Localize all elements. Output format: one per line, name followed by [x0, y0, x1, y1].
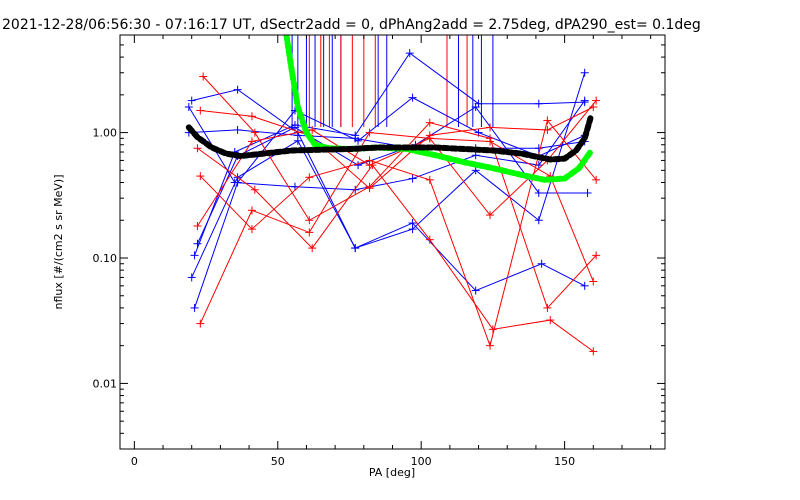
data-point — [534, 216, 543, 225]
data-point — [488, 325, 497, 334]
data-point — [351, 244, 360, 253]
data-point — [354, 161, 363, 170]
y-axis-label: nflux [#/(cm2 s sr MeV)] — [52, 175, 65, 310]
data-point — [425, 118, 434, 127]
data-point — [247, 137, 256, 146]
data-point — [543, 116, 552, 125]
data-point — [351, 185, 360, 194]
data-point — [196, 106, 205, 115]
data-point — [471, 286, 480, 295]
data-point — [190, 251, 199, 260]
data-point — [250, 185, 259, 194]
data-point — [534, 188, 543, 197]
data-point — [233, 85, 242, 94]
series-line-6 — [188, 129, 585, 149]
data-point — [589, 347, 598, 356]
data-point — [543, 125, 552, 134]
data-point — [425, 131, 434, 140]
data-point — [184, 102, 193, 111]
data-point — [365, 161, 374, 170]
series-line-4 — [194, 52, 585, 256]
data-point — [290, 123, 299, 132]
data-point — [233, 178, 242, 187]
x-axis-label: PA [deg] — [369, 466, 415, 479]
x-tick-label: 50 — [271, 455, 285, 468]
data-point — [290, 182, 299, 191]
data-point — [592, 96, 601, 105]
y-tick-label: 0.10 — [93, 252, 118, 265]
data-point — [583, 188, 592, 197]
data-point — [190, 303, 199, 312]
series-line-7 — [202, 76, 597, 309]
data-point — [196, 172, 205, 181]
data-point — [305, 228, 314, 237]
x-tick-label: 150 — [554, 455, 575, 468]
data-point — [580, 281, 589, 290]
y-tick-label: 1.00 — [93, 127, 118, 140]
data-point — [534, 99, 543, 108]
series-line-12 — [200, 106, 594, 189]
series-line-9 — [199, 100, 597, 324]
data-point — [486, 341, 495, 350]
data-point — [486, 123, 495, 132]
data-point — [486, 211, 495, 220]
data-point — [233, 125, 242, 134]
data-point — [199, 72, 208, 81]
data-point — [405, 49, 414, 58]
data-point — [193, 239, 202, 248]
chart-title: 2021-12-28/06:56:30 - 07:16:17 UT, dSect… — [2, 17, 701, 33]
series-line-11 — [197, 129, 594, 282]
data-point — [537, 259, 546, 268]
data-point — [305, 216, 314, 225]
data-point — [250, 128, 259, 137]
data-point — [471, 166, 480, 175]
data-point — [193, 144, 202, 153]
data-point — [247, 225, 256, 234]
data-point — [365, 128, 374, 137]
data-point — [408, 174, 417, 183]
data-point — [534, 144, 543, 153]
series-line-0 — [191, 89, 585, 292]
data-point — [196, 319, 205, 328]
data-point — [308, 125, 317, 134]
data-point — [247, 112, 256, 121]
data-point — [425, 235, 434, 244]
data-point — [351, 134, 360, 143]
data-point — [486, 137, 495, 146]
data-point — [543, 303, 552, 312]
data-point — [546, 316, 555, 325]
data-point — [589, 102, 598, 111]
data-point — [580, 98, 589, 107]
x-tick-label: 0 — [131, 455, 138, 468]
fit-curve-14 — [185, 115, 594, 163]
data-point — [187, 273, 196, 282]
data-point — [580, 68, 589, 77]
y-tick-label: 0.01 — [93, 377, 118, 390]
data-point — [247, 206, 256, 215]
data-point — [193, 221, 202, 230]
data-point — [425, 175, 434, 184]
data-point — [408, 93, 417, 102]
plot-frame — [119, 34, 666, 450]
data-point — [365, 184, 374, 193]
data-point — [308, 244, 317, 253]
data-point — [187, 96, 196, 105]
series-layer — [184, 35, 601, 356]
data-point — [408, 225, 417, 234]
data-point — [471, 102, 480, 111]
data-point — [592, 251, 601, 260]
series-line-10 — [197, 147, 594, 352]
data-point — [592, 175, 601, 184]
series-line-2 — [191, 72, 586, 278]
data-point — [305, 173, 314, 182]
axis-layer: 0 50 100 150 0.01 0.10 1.00 — [93, 35, 665, 468]
x-tick-label: 100 — [411, 455, 432, 468]
data-point — [589, 277, 598, 286]
